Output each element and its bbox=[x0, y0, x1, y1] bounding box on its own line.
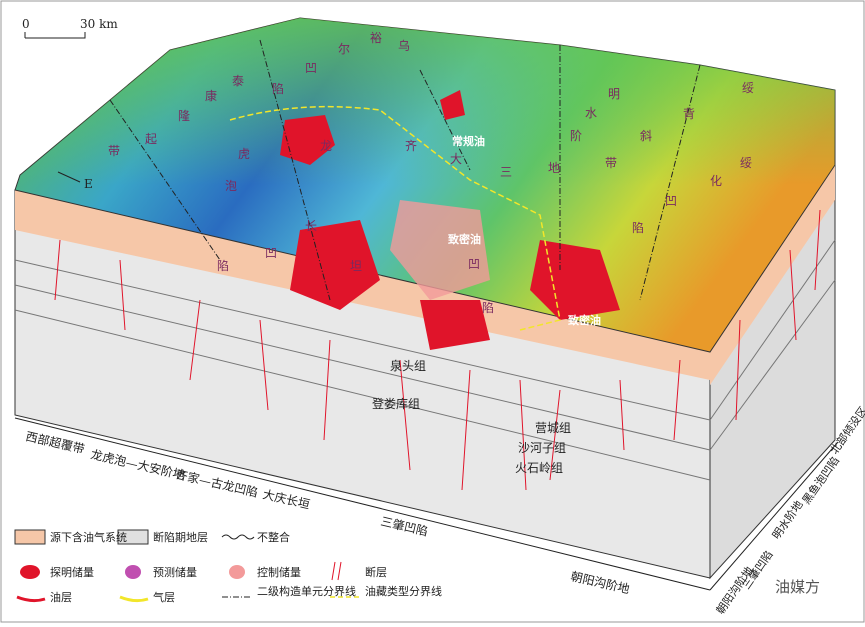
scale-length: 30 km bbox=[80, 17, 118, 31]
unit-boundaries bbox=[109, 39, 701, 301]
surface-label: 化 bbox=[710, 174, 722, 188]
surface-label: 阶 bbox=[570, 129, 582, 143]
front-axis bbox=[14, 417, 711, 591]
surface-label: 泡 bbox=[225, 179, 237, 193]
play-label: 致密油 bbox=[568, 313, 601, 327]
legend-label: 气层 bbox=[153, 590, 175, 604]
legend-label: 油层 bbox=[50, 590, 72, 604]
play-label: 致密油 bbox=[448, 232, 481, 246]
side-band bbox=[710, 165, 835, 385]
legend-label: 断层 bbox=[365, 565, 387, 579]
legend-label: 源下含油气系统 bbox=[50, 530, 127, 544]
surface-label: 大 bbox=[450, 152, 462, 166]
swatch bbox=[221, 534, 255, 540]
surface-label: 泰 bbox=[232, 74, 244, 88]
scale-zero: 0 bbox=[22, 17, 30, 31]
surface-label: 带 bbox=[605, 156, 617, 170]
front-unit: 大庆长垣 bbox=[261, 487, 311, 511]
formation-label: 泉头组 bbox=[390, 359, 426, 373]
surface-label: 明 bbox=[608, 87, 620, 101]
play-label: 常规油 bbox=[452, 134, 485, 148]
surface-label: 坦 bbox=[350, 259, 362, 273]
surface-label: 虎 bbox=[238, 147, 250, 161]
surface-label: 尔 bbox=[338, 41, 350, 56]
legend-label: 二级构造单元分界线 bbox=[257, 584, 356, 598]
surface-label: 地 bbox=[548, 161, 560, 175]
legend-label: 探明储量 bbox=[50, 565, 94, 579]
surface-label: 水 bbox=[585, 106, 597, 120]
scale-bar bbox=[24, 32, 86, 39]
surface-label: 凹 bbox=[468, 257, 480, 271]
surface-label: 龙 bbox=[320, 139, 332, 153]
swatch bbox=[20, 565, 40, 579]
arrow bbox=[57, 171, 81, 183]
side-axis bbox=[709, 441, 839, 591]
surface-label: 裕 bbox=[370, 30, 382, 45]
swatch bbox=[125, 565, 141, 579]
watermark: 油媒方 bbox=[775, 578, 820, 596]
legend-label: 控制储量 bbox=[257, 565, 301, 579]
formation-label: 沙河子组 bbox=[518, 441, 566, 455]
legend-label: 油藏类型分界线 bbox=[365, 584, 442, 598]
surface-label: 陷 bbox=[482, 300, 494, 315]
surface-label: 乌 bbox=[398, 38, 410, 53]
front-unit: 西部超覆带 bbox=[24, 428, 86, 456]
surface-label: 凹 bbox=[665, 194, 677, 208]
control-reserves bbox=[390, 200, 490, 300]
surface-label: 隆 bbox=[178, 108, 190, 123]
surface-label: 斜 bbox=[640, 129, 652, 143]
surface-label: 绥 bbox=[742, 81, 754, 95]
top-shade bbox=[15, 18, 835, 352]
surface-label: 背 bbox=[683, 107, 695, 121]
legend-label: 断陷期地层 bbox=[153, 530, 208, 544]
legend-label: 预测储量 bbox=[153, 565, 197, 579]
strata bbox=[14, 239, 836, 481]
play-boundary bbox=[229, 105, 561, 331]
surface-label: 带 bbox=[108, 144, 120, 158]
surface-label: 凹 bbox=[305, 61, 317, 75]
swatch bbox=[117, 529, 149, 545]
surface-label: 三 bbox=[500, 165, 512, 179]
formation-label: 登娄库组 bbox=[372, 396, 420, 411]
legend bbox=[14, 529, 360, 603]
surface-label: 绥 bbox=[740, 156, 752, 170]
swatch bbox=[331, 561, 342, 581]
reserves bbox=[280, 90, 620, 350]
surface-label: 长 bbox=[305, 219, 317, 233]
direction: E bbox=[84, 177, 93, 191]
surface-label: 凹 bbox=[265, 246, 277, 260]
surface-label: 起 bbox=[145, 132, 157, 146]
swatch bbox=[119, 595, 149, 603]
surface-label: 康 bbox=[205, 88, 217, 103]
formation-label: 火石岭组 bbox=[515, 461, 563, 475]
swatch bbox=[229, 565, 245, 579]
formation-label: 营城组 bbox=[535, 421, 571, 435]
front-unit: 齐家—古龙凹陷 bbox=[174, 466, 259, 500]
faults bbox=[54, 209, 821, 491]
surface-label: 陷 bbox=[632, 220, 644, 235]
surface-label: 齐 bbox=[405, 138, 417, 153]
swatch bbox=[14, 529, 46, 545]
front-unit: 朝阳沟阶地 bbox=[569, 569, 631, 596]
swatch bbox=[16, 595, 46, 603]
front-unit: 三肇凹陷 bbox=[379, 513, 429, 538]
surface-label: 陷 bbox=[217, 258, 229, 273]
legend-label: 不整合 bbox=[257, 530, 290, 544]
surface-label: 陷 bbox=[272, 81, 284, 96]
